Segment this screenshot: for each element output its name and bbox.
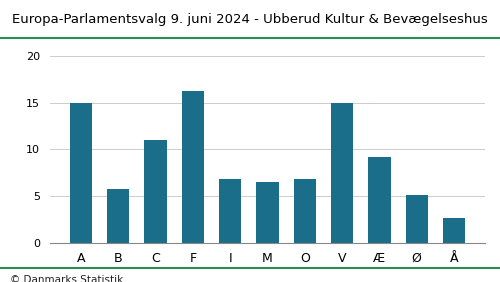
Bar bbox=[144, 140, 167, 243]
Bar bbox=[368, 157, 390, 243]
Bar bbox=[406, 195, 428, 243]
Bar bbox=[107, 189, 130, 243]
Bar bbox=[219, 179, 242, 243]
Bar bbox=[182, 91, 204, 243]
Bar bbox=[256, 182, 278, 243]
Bar bbox=[294, 179, 316, 243]
Bar bbox=[331, 103, 353, 243]
Bar bbox=[70, 103, 92, 243]
Bar bbox=[443, 218, 465, 243]
Text: © Danmarks Statistik: © Danmarks Statistik bbox=[10, 275, 123, 282]
Text: Europa-Parlamentsvalg 9. juni 2024 - Ubberud Kultur & Bevægelseshus: Europa-Parlamentsvalg 9. juni 2024 - Ubb… bbox=[12, 13, 488, 26]
